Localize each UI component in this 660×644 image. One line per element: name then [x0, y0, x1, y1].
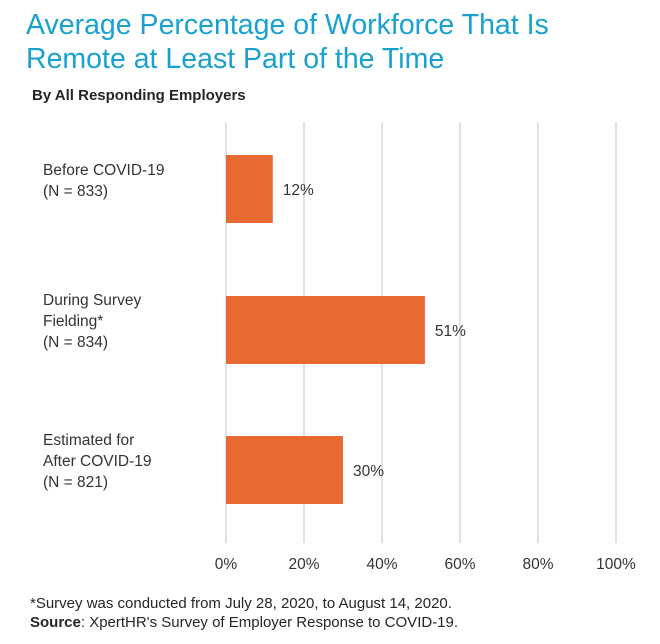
- category-label: During Survey Fielding* (N = 834): [43, 292, 142, 351]
- data-label: 51%: [435, 323, 466, 340]
- category-label: Before COVID-19 (N = 833): [43, 162, 165, 200]
- bar: [226, 436, 343, 504]
- x-tick-label: 20%: [288, 556, 319, 573]
- source-label: Source: [30, 614, 81, 631]
- chart-title: Average Percentage of Workforce That Is …: [26, 9, 549, 75]
- survey-footnote: *Survey was conducted from July 28, 2020…: [30, 595, 452, 612]
- x-tick-label: 100%: [596, 556, 636, 573]
- data-label: 12%: [283, 182, 314, 199]
- x-tick-label: 80%: [522, 556, 553, 573]
- x-tick-label: 40%: [366, 556, 397, 573]
- chart-subtitle: By All Responding Employers: [32, 87, 246, 104]
- category-label: Estimated for After COVID-19 (N = 821): [43, 432, 152, 491]
- source-text: : XpertHR's Survey of Employer Response …: [80, 614, 459, 631]
- bar-chart: 0% 20% 40% 60% 80% 100% 12% 51% 30%: [215, 122, 636, 573]
- bar: [226, 296, 425, 364]
- data-label: 30%: [353, 463, 384, 480]
- x-tick-label: 0%: [215, 556, 238, 573]
- source-note: Source: XpertHR's Survey of Employer Res…: [30, 613, 458, 632]
- x-tick-label: 60%: [444, 556, 475, 573]
- bar: [226, 155, 273, 223]
